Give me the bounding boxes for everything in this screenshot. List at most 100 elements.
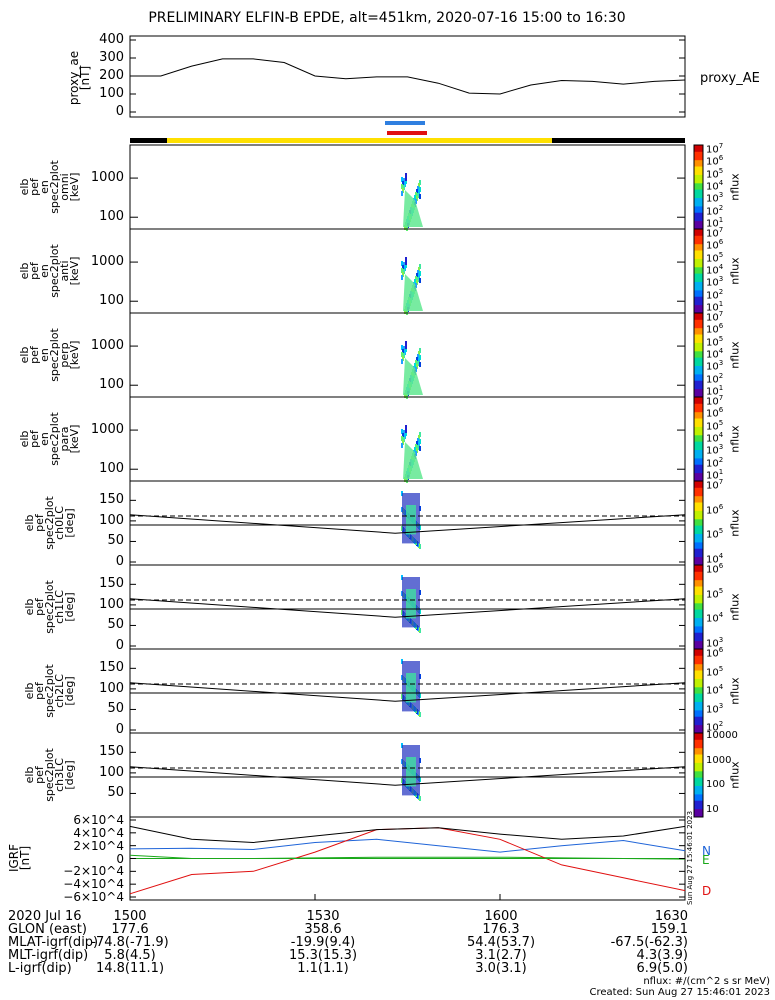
spectrogram-main-blob-1 — [403, 274, 423, 311]
spectrogram-pixel-3 — [405, 425, 407, 433]
spectrogram-pixel-3 — [416, 448, 418, 453]
spectrogram-main-blob-3 — [403, 442, 423, 479]
colorbar-segment-6 — [694, 680, 703, 684]
colorbar-segment-3 — [694, 470, 703, 474]
colorbar-segment-3 — [694, 462, 703, 465]
colorbar-segment-4 — [694, 497, 703, 501]
colorbar-segment-5 — [694, 613, 703, 616]
colorbar-segment-7 — [694, 766, 703, 770]
colorbar-segment-2 — [694, 378, 703, 381]
colorbar-segment-5 — [694, 638, 703, 642]
colorbar-tick-label-3: 106 — [706, 406, 724, 420]
colorbar-segment-1 — [694, 239, 703, 243]
colorbar-segment-6 — [694, 691, 703, 694]
colorbar-segment-4 — [694, 493, 703, 497]
colorbar-segment-5 — [694, 596, 703, 600]
colorbar-segment-4 — [694, 485, 703, 488]
spectrogram-pixel-2 — [401, 345, 403, 350]
colorbar-segment-5 — [694, 604, 703, 608]
colorbar-segment-2 — [694, 369, 703, 373]
colorbar-segment-4 — [694, 550, 703, 553]
science-zone-blue-bar — [385, 121, 425, 125]
colorbar-segment-3 — [694, 460, 703, 463]
colorbar-segment-0 — [694, 195, 703, 198]
colorbar-segment-4 — [694, 539, 703, 543]
colorbar-segment-3 — [694, 451, 703, 455]
colorbar-segment-5 — [694, 600, 703, 604]
spectrogram-pixel-0 — [415, 192, 417, 197]
colorbar-label-7: nflux — [728, 761, 742, 789]
colorbar-segment-2 — [694, 344, 703, 348]
colorbar-segment-1 — [694, 262, 703, 266]
spectrogram-pixel-3 — [414, 447, 416, 452]
igrf-legend-d: D — [702, 884, 712, 898]
colorbar-segment-7 — [694, 764, 703, 768]
axis-value-col1: 358.6 — [304, 922, 342, 937]
colorbar-segment-3 — [694, 397, 703, 400]
axis-value-col3: 159.1 — [650, 922, 688, 937]
spectrogram-pixel-0 — [404, 225, 406, 230]
spectrogram-pixel-1 — [418, 267, 420, 272]
colorbar-segment-5 — [694, 632, 703, 635]
spectrogram-pixel-3 — [404, 477, 406, 482]
spectrogram-pixel-3 — [415, 444, 417, 449]
colorbar-segment-0 — [694, 199, 703, 203]
panel-ylabel-0: elb pef en spec2plot omni [keV] — [18, 160, 81, 214]
colorbar-segment-0 — [694, 180, 703, 184]
colorbar-segment-1 — [694, 292, 703, 295]
colorbar-segment-3 — [694, 403, 703, 406]
colorbar-segment-4 — [694, 558, 703, 562]
axis-value-col2: 176.3 — [482, 922, 520, 937]
colorbar-segment-0 — [694, 153, 703, 156]
spectrogram-pixel-0 — [403, 185, 405, 190]
igrf-ylabel: IGRF [nT] — [7, 843, 32, 873]
colorbar-segment-7 — [694, 762, 703, 765]
colorbar-segment-5 — [694, 644, 703, 648]
panel-ytick-label-2: 100 — [99, 377, 124, 393]
colorbar-segment-0 — [694, 187, 703, 190]
igrf-ytick-label: 2×10^4 — [73, 838, 124, 853]
colorbar-segment-2 — [694, 355, 703, 358]
colorbar-tick-label-1: 102 — [706, 287, 724, 301]
colorbar-segment-0 — [694, 147, 703, 150]
spectrogram-pixel-3 — [402, 433, 404, 438]
colorbar-segment-0 — [694, 145, 703, 148]
colorbar-segment-6 — [694, 730, 703, 734]
colorbar-frame-7 — [693, 732, 704, 818]
axis-value-col1: 1.1(1.1) — [297, 961, 349, 976]
colorbar-tick-label-0: 102 — [706, 203, 724, 217]
colorbar-segment-7 — [694, 735, 703, 738]
colorbar-label-3: nflux — [728, 425, 742, 453]
panel-ylabel-3: elb pef en spec2plot para [keV] — [18, 412, 81, 466]
colorbar-segment-3 — [694, 453, 703, 457]
colorbar-segment-5 — [694, 594, 703, 597]
spectrogram-pixel-0 — [401, 191, 403, 196]
chart-title: PRELIMINARY ELFIN-B EPDE, alt=451km, 202… — [148, 10, 626, 26]
spectrogram-pixel-2 — [418, 351, 420, 356]
colorbar-segment-5 — [694, 617, 703, 621]
spectrogram-pixel-1 — [402, 272, 404, 277]
spectrogram-pixel-1 — [418, 274, 420, 279]
spectrogram-pixel-1 — [419, 271, 421, 276]
colorbar-segment-1 — [694, 285, 703, 289]
axis-value-col2: 3.0(3.1) — [475, 961, 527, 976]
colorbar-tick-label-0: 104 — [706, 179, 724, 193]
colorbar-segment-7 — [694, 787, 703, 791]
colorbar-segment-4 — [694, 506, 703, 509]
colorbar-segment-7 — [694, 745, 703, 749]
colorbar-segment-6 — [694, 697, 703, 700]
colorbar-segment-1 — [694, 268, 703, 272]
colorbar-segment-0 — [694, 201, 703, 205]
spectrogram-pixel-1 — [414, 279, 416, 284]
colorbar-segment-5 — [694, 609, 703, 612]
colorbar-segment-1 — [694, 281, 703, 285]
colorbar-segment-0 — [694, 224, 703, 228]
colorbar-segment-5 — [694, 598, 703, 602]
spectrogram-pixel-2 — [402, 356, 404, 361]
spectrogram-pixel-0 — [403, 178, 405, 183]
spectrogram-pixel-0 — [419, 180, 421, 185]
colorbar-segment-7 — [694, 770, 703, 774]
colorbar-segment-0 — [694, 210, 703, 213]
colorbar-segment-1 — [694, 279, 703, 282]
colorbar-segment-7 — [694, 743, 703, 747]
